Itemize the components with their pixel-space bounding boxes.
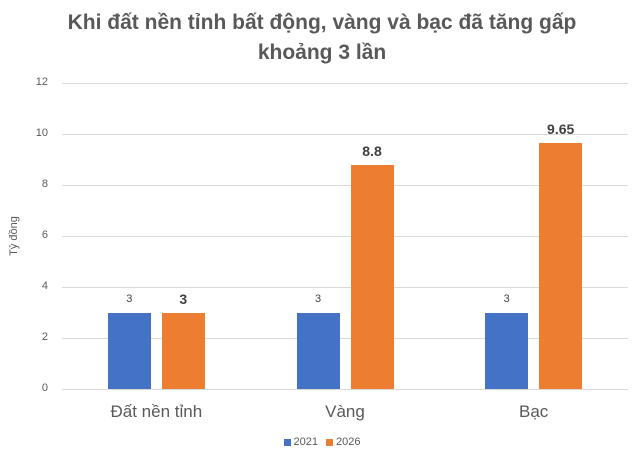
gridline	[62, 338, 628, 339]
x-category-label: Vàng	[325, 402, 365, 421]
data-label: 9.65	[547, 120, 575, 137]
data-label: 3	[179, 290, 188, 307]
chart-title-line-1: Khi đất nền tỉnh bất động, vàng và bạc đ…	[67, 11, 577, 34]
gridline	[62, 134, 628, 135]
plot-area: 3 3 3 8.8 3 9.65	[62, 83, 628, 390]
x-category-label: Đất nền tỉnh	[110, 402, 203, 421]
chart-title: Khi đất nền tỉnh bất động, vàng và bạc đ…	[0, 8, 644, 68]
legend-label: 2026	[336, 436, 361, 448]
bar-2026	[161, 312, 205, 389]
bar-2021	[485, 312, 529, 389]
x-category-label: Bạc	[519, 402, 549, 421]
chart-title-line-2: khoảng 3 lần	[257, 41, 387, 64]
data-label: 3	[314, 292, 322, 305]
bar-2021	[296, 312, 340, 389]
bar-2026	[539, 142, 583, 389]
y-tick-label: 2	[41, 331, 48, 343]
legend-item-2021: 2021	[283, 436, 318, 448]
y-tick-label: 4	[41, 280, 48, 292]
y-tick-label: 8	[41, 178, 48, 190]
y-tick-label: 12	[35, 76, 48, 88]
data-label: 3	[126, 292, 133, 305]
y-tick-label: 0	[41, 382, 48, 394]
gridline	[62, 83, 628, 84]
gridline	[62, 236, 628, 237]
y-axis-label: Tỷ đồng	[8, 216, 20, 256]
legend-swatch-icon	[326, 438, 333, 446]
bar-2021	[107, 312, 151, 389]
data-label: 3	[503, 292, 510, 305]
y-tick-label: 6	[41, 229, 48, 241]
bar-2026	[350, 164, 394, 389]
legend: 2021 2026	[0, 436, 644, 448]
data-label: 8.8	[362, 142, 382, 159]
legend-item-2026: 2026	[326, 436, 360, 448]
y-tick-label: 10	[35, 127, 48, 139]
legend-swatch-icon	[283, 438, 291, 446]
gridline	[62, 389, 628, 390]
gridline	[62, 185, 628, 186]
legend-label: 2021	[293, 436, 318, 448]
gridline	[62, 287, 628, 288]
